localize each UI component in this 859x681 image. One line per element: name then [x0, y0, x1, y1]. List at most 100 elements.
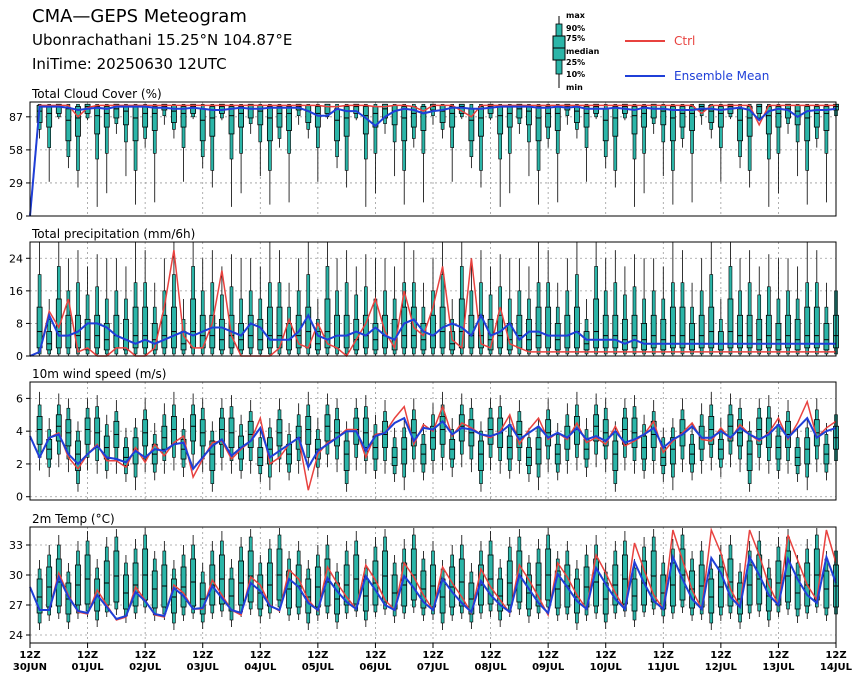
- box-p10-p90: [239, 103, 243, 154]
- y-tick-label: 0: [16, 210, 23, 223]
- box-p25-p75: [717, 331, 724, 351]
- box-p25-p75: [151, 106, 158, 131]
- box-p25-p75: [804, 306, 811, 349]
- box-p25-p75: [266, 306, 273, 349]
- legend-box-label: median: [566, 47, 600, 56]
- box-p25-p75: [439, 105, 446, 123]
- box-p25-p75: [804, 437, 811, 465]
- panel-title: Total precipitation (mm/6h): [31, 227, 195, 241]
- box-p25-p75: [449, 106, 456, 128]
- box-p25-p75: [113, 314, 120, 349]
- legend: max 90%75% median 25% 10% min Ctrl Ensemble Mea…: [552, 11, 769, 92]
- box-p10-p90: [104, 103, 109, 154]
- box-p25-p75: [161, 314, 168, 349]
- box-p25-p75: [602, 108, 609, 142]
- x-tick-label-date: 06JUL: [359, 662, 392, 673]
- box-p10-p90: [747, 103, 752, 171]
- box-p25-p75: [535, 106, 542, 142]
- box-p25-p75: [103, 106, 110, 128]
- y-tick-label: 4: [16, 425, 23, 438]
- box-p25-p75: [631, 106, 638, 135]
- box-p25-p75: [305, 416, 312, 445]
- box-p25-p75: [334, 108, 340, 142]
- box-p10-p90: [776, 103, 781, 154]
- legend-box-label: 90%: [566, 24, 585, 33]
- box-p25-p75: [813, 106, 820, 128]
- box-p25-p75: [727, 298, 734, 349]
- box-p25-p75: [123, 105, 129, 126]
- panel-3: 10m wind speed (m/s) 0 2 4 6: [16, 367, 839, 504]
- x-tick-label-date: 10JUL: [590, 662, 623, 673]
- legend-mean-label: Ensemble Mean: [674, 69, 769, 83]
- box-p25-p75: [756, 417, 763, 445]
- box-p25-p75: [314, 331, 321, 351]
- y-tick-label: 58: [9, 144, 23, 157]
- y-tick-label: 0: [16, 491, 23, 504]
- x-tick-label-date: 05JUL: [302, 662, 335, 673]
- panel-frame: [29, 381, 837, 501]
- box-p25-p75: [746, 314, 753, 349]
- ensemble-mean-line: [29, 553, 837, 621]
- legend-box-label: 75%: [566, 34, 585, 43]
- box-p25-p75: [612, 106, 619, 137]
- box-p25-p75: [545, 106, 552, 128]
- box-p25-p75: [276, 106, 283, 128]
- box-p25-p75: [526, 447, 532, 466]
- panel-frame: [29, 101, 837, 217]
- box-p25-p75: [391, 105, 398, 126]
- y-tick-label: 6: [16, 392, 23, 405]
- x-axis: 12Z30JUN12Z01JUL12Z02JUL12Z03JUL12Z04JUL…: [13, 643, 853, 673]
- box-p25-p75: [209, 440, 216, 471]
- box-p25-p75: [324, 103, 331, 114]
- box-p25-p75: [689, 323, 695, 351]
- x-tick-label-date: 12JUL: [705, 662, 738, 673]
- box-p10-p90: [642, 103, 646, 154]
- legend-ctrl-label: Ctrl: [674, 34, 695, 48]
- box-p25-p75: [804, 106, 811, 142]
- box-p25-p75: [823, 106, 830, 131]
- box-p25-p75: [698, 103, 705, 111]
- y-tick-label: 8: [16, 317, 23, 330]
- box-p25-p75: [756, 103, 763, 114]
- box-p25-p75: [478, 106, 484, 137]
- legend-box-label: 25%: [566, 58, 585, 67]
- x-tick-label-date: 01JUL: [72, 662, 105, 673]
- x-tick-label-time: 12Z: [422, 650, 443, 661]
- box-p25-p75: [794, 318, 801, 351]
- x-tick-label-time: 12Z: [192, 650, 213, 661]
- x-tick-label-date: 03JUL: [187, 662, 220, 673]
- box-p25-p75: [84, 318, 91, 351]
- ctrl-line: [29, 249, 836, 358]
- ctrl-line: [29, 399, 837, 491]
- box-p25-p75: [286, 323, 292, 351]
- y-tick-label: 2: [16, 458, 23, 471]
- box-p10-p90: [76, 103, 80, 171]
- box-p25-p75: [401, 106, 408, 142]
- panel-title: 10m wind speed (m/s): [32, 367, 166, 381]
- box-p25-p75: [142, 306, 149, 349]
- box-p25-p75: [708, 578, 715, 614]
- box-p25-p75: [401, 437, 408, 465]
- box-p25-p75: [813, 306, 820, 349]
- box-p25-p75: [75, 440, 81, 471]
- box-p25-p75: [669, 106, 676, 142]
- box-p25-p75: [622, 318, 628, 351]
- box-p25-p75: [641, 106, 647, 128]
- box-p25-p75: [94, 314, 101, 349]
- x-tick-label-time: 12Z: [653, 650, 674, 661]
- box-p25-p75: [574, 306, 580, 349]
- box-p25-p75: [698, 314, 705, 349]
- x-tick-label-time: 12Z: [135, 650, 156, 661]
- box-p25-p75: [55, 414, 62, 442]
- y-tick-label: 24: [9, 252, 23, 265]
- meteogram-header: CMA—GEPS Meteogram Ubonrachathani 15.25°…: [0, 0, 859, 100]
- y-tick-label: 0: [16, 350, 23, 363]
- box-p25-p75: [94, 106, 101, 135]
- y-tick-label: 87: [9, 111, 23, 124]
- box-p25-p75: [794, 447, 801, 466]
- box-p25-p75: [132, 106, 139, 142]
- x-tick-label-time: 12Z: [538, 650, 559, 661]
- box-p25-p75: [756, 318, 763, 351]
- box-p25-p75: [190, 298, 197, 349]
- box-p25-p75: [75, 106, 81, 137]
